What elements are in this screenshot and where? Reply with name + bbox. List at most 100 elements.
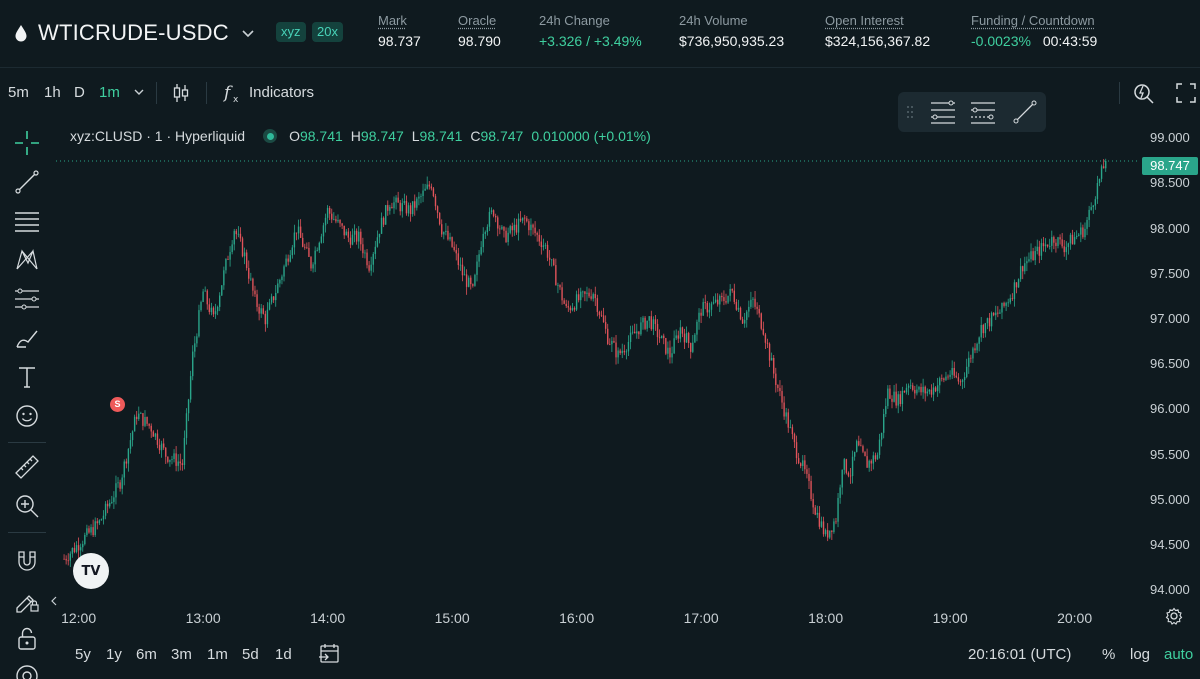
candle-body [142, 413, 144, 426]
candle-body [936, 385, 939, 392]
interval-5m[interactable]: 5m [8, 84, 29, 101]
candle-body [104, 503, 107, 516]
candle-body [169, 459, 171, 462]
range-6m[interactable]: 6m [136, 646, 157, 663]
candlestick-chart[interactable] [56, 120, 1140, 604]
text-tool[interactable] [12, 362, 42, 392]
candles-icon[interactable] [172, 82, 190, 104]
crosshair-tool[interactable] [12, 128, 42, 158]
pair-selector[interactable]: WTICRUDE-USDC [14, 18, 255, 48]
candle-body [932, 387, 935, 395]
position-tool-icon[interactable] [970, 100, 996, 124]
candle-body [320, 236, 323, 243]
candle-body [783, 402, 785, 417]
candle-body [708, 309, 711, 313]
range-5y[interactable]: 5y [75, 646, 91, 663]
candle-body [239, 233, 242, 239]
candle-body [625, 351, 628, 353]
magnet-tool[interactable] [12, 546, 42, 576]
trend-line-tool[interactable] [12, 167, 42, 197]
log-toggle[interactable]: log [1130, 646, 1151, 663]
stat-funding-label[interactable]: Funding / Countdown [971, 13, 1095, 28]
lock-tool[interactable] [12, 624, 42, 654]
candle-body [235, 230, 237, 235]
date-range-icon[interactable] [318, 642, 340, 664]
fullscreen-icon[interactable] [1176, 83, 1196, 103]
pattern-tool[interactable] [12, 245, 42, 275]
lock-drawing-icon [16, 595, 39, 613]
candle-body [385, 205, 387, 225]
range-1y[interactable]: 1y [106, 646, 122, 663]
range-1d[interactable]: 1d [275, 646, 292, 663]
candle-body [903, 390, 906, 393]
candle-body [113, 497, 115, 502]
candle-body [497, 217, 499, 229]
drag-handle-icon[interactable] [906, 105, 914, 119]
candle-body [1102, 166, 1105, 169]
fib-tool[interactable] [12, 206, 42, 236]
candle-body [876, 454, 879, 460]
candle-body [185, 413, 188, 438]
signal-marker[interactable]: S [110, 397, 125, 412]
interval-d[interactable]: D [74, 84, 85, 101]
auto-toggle[interactable]: auto [1164, 646, 1194, 663]
time-axis[interactable]: 12:00 13:00 14:00 15:00 16:00 17:00 18:00 19:00… [56, 604, 1140, 632]
stat-open-interest-label[interactable]: Open Interest [825, 13, 904, 28]
candle-body [194, 343, 196, 352]
candle-body [748, 306, 750, 312]
candle-body [590, 296, 592, 299]
candle-body [847, 472, 850, 476]
candle-body [1013, 282, 1016, 300]
candle-body [472, 284, 474, 286]
candle-body [808, 473, 810, 482]
candle-body [181, 463, 184, 465]
candle-body [484, 232, 486, 234]
candle-body [289, 255, 291, 262]
candle-body [966, 366, 968, 378]
interval-1m[interactable]: 1m [99, 84, 120, 101]
candle-body [1061, 239, 1063, 247]
candle-body [457, 253, 460, 266]
pattern-icon [16, 249, 38, 270]
candle-body [308, 247, 310, 257]
leverage-badge[interactable]: 20x [312, 22, 343, 42]
gear-icon[interactable] [1165, 607, 1183, 625]
fib-retracement-icon[interactable] [930, 100, 956, 124]
candle-body [660, 335, 663, 339]
stat-oracle-label[interactable]: Oracle [458, 13, 497, 28]
candle-body [638, 331, 640, 335]
range-3m[interactable]: 3m [171, 646, 192, 663]
collapse-panel-icon[interactable] [50, 596, 58, 606]
clock-time[interactable]: 20:16:01 (UTC) [968, 646, 1072, 663]
brush-tool[interactable] [12, 323, 42, 353]
brush-icon [16, 330, 38, 348]
lock-drawing-tool[interactable] [12, 585, 42, 615]
projection-tool[interactable] [12, 284, 42, 314]
interval-1h[interactable]: 1h [44, 84, 61, 101]
candle-body [787, 412, 789, 428]
candle-body [331, 213, 333, 220]
candle-body [868, 460, 870, 468]
range-1m[interactable]: 1m [207, 646, 228, 663]
price-chart[interactable] [56, 120, 1140, 604]
visibility-tool[interactable] [12, 663, 42, 679]
candle-body [77, 545, 80, 551]
chevron-down-icon[interactable] [133, 86, 145, 98]
price-axis[interactable]: 99.000 98.500 98.000 97.500 97.000 96.500 96.0… [1140, 120, 1200, 604]
candle-body [849, 475, 852, 477]
function-icon[interactable]: f x [222, 82, 242, 104]
percent-toggle[interactable]: % [1102, 646, 1116, 663]
range-5d[interactable]: 5d [242, 646, 259, 663]
ruler-tool[interactable] [12, 452, 42, 482]
candle-body [98, 520, 101, 524]
tradingview-logo[interactable]: TV [73, 553, 109, 589]
emoji-tool[interactable] [12, 401, 42, 431]
zoom-in-tool[interactable] [12, 491, 42, 521]
candle-body [84, 534, 86, 545]
trend-line-icon[interactable] [1012, 100, 1038, 124]
candle-body [735, 301, 738, 310]
indicators-button[interactable]: Indicators [249, 84, 315, 101]
candle-body [816, 512, 818, 515]
stat-mark-label[interactable]: Mark [378, 13, 407, 28]
quick-search-icon[interactable] [1133, 82, 1155, 104]
